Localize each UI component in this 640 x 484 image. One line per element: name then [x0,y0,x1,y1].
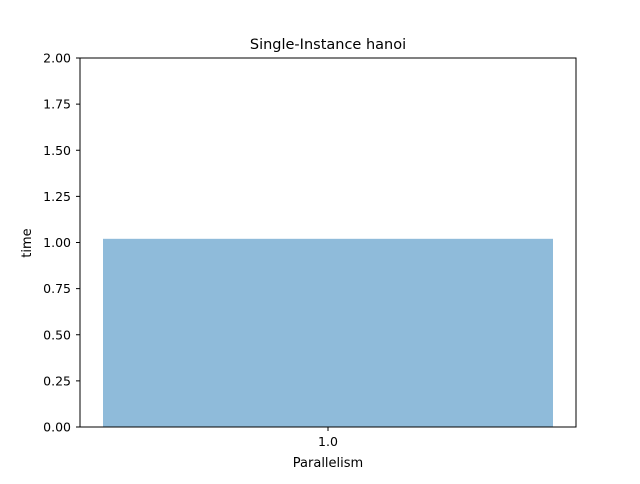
y-tick-label: 1.75 [43,97,71,112]
y-tick-label: 2.00 [43,51,71,66]
y-tick-label: 1.00 [43,235,71,250]
y-tick-label: 0.00 [43,420,71,435]
y-axis: 0.00 0.25 0.50 0.75 1.00 1.25 1.50 1.75 2.00 [43,51,80,435]
y-tick-label: 1.50 [43,143,71,158]
x-tick-label: 1.0 [318,434,338,449]
y-tick-label: 0.75 [43,281,71,296]
bars-group [103,238,553,427]
y-tick-label: 1.25 [43,189,71,204]
y-tick-label: 0.25 [43,373,71,388]
x-axis-label: Parallelism [293,456,363,471]
bar [103,238,553,427]
y-tick-label: 0.50 [43,327,71,342]
chart-title: Single-Instance hanoi [250,37,406,53]
x-axis: 1.0 [318,427,338,449]
y-axis-label: time [20,228,35,257]
